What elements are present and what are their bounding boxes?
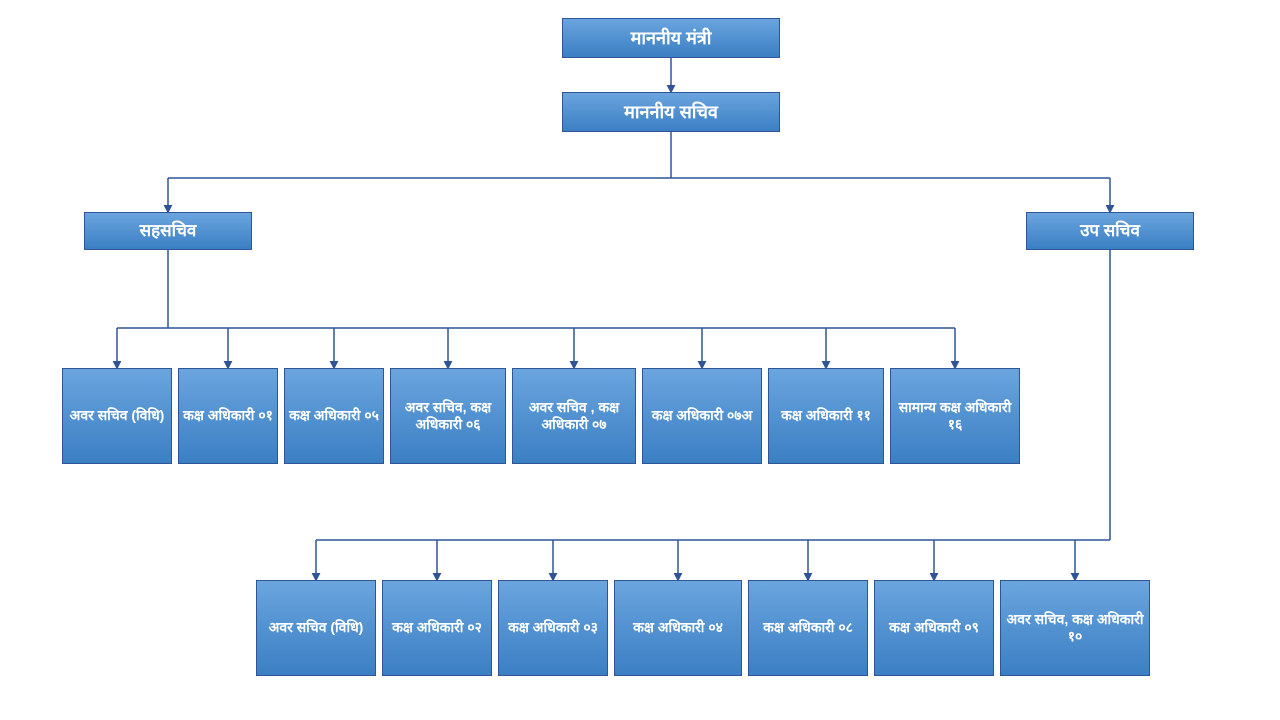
org-node-label: माननीय मंत्री: [631, 27, 712, 50]
org-node-c2: कक्ष अधिकारी ०१: [178, 368, 278, 464]
org-node-label: सहसचिव: [140, 220, 197, 241]
org-node-label: माननीय सचिव: [624, 101, 718, 124]
org-node-n2: माननीय सचिव: [562, 92, 780, 132]
org-node-d2: कक्ष अधिकारी ०२: [382, 580, 492, 676]
org-node-d4: कक्ष अधिकारी ०४: [614, 580, 742, 676]
org-node-n3: सहसचिव: [84, 212, 252, 250]
org-node-c4: अवर सचिव, कक्ष अधिकारी ०६: [390, 368, 506, 464]
org-node-label: अवर सचिव, कक्ष अधिकारी १०: [1005, 611, 1145, 646]
org-node-c7: कक्ष अधिकारी ११: [768, 368, 884, 464]
org-node-label: कक्ष अधिकारी ०९: [889, 619, 979, 637]
org-node-c1: अवर सचिव (विधि): [62, 368, 172, 464]
org-node-label: कक्ष अधिकारी ०७अ: [652, 407, 753, 425]
org-node-label: सामान्य कक्ष अधिकारी १६: [895, 399, 1015, 434]
org-node-label: कक्ष अधिकारी ०५: [289, 407, 379, 425]
org-node-label: अवर सचिव, कक्ष अधिकारी ०६: [395, 399, 501, 434]
org-node-label: अवर सचिव , कक्ष अधिकारी ०७: [517, 399, 631, 434]
org-node-label: कक्ष अधिकारी ०१: [183, 407, 273, 425]
org-node-label: कक्ष अधिकारी ०३: [508, 619, 598, 637]
org-node-label: अवर सचिव (विधि): [70, 407, 165, 425]
org-node-label: कक्ष अधिकारी ११: [781, 407, 871, 425]
org-node-d3: कक्ष अधिकारी ०३: [498, 580, 608, 676]
org-node-c6: कक्ष अधिकारी ०७अ: [642, 368, 762, 464]
org-node-d5: कक्ष अधिकारी ०८: [748, 580, 868, 676]
org-node-d7: अवर सचिव, कक्ष अधिकारी १०: [1000, 580, 1150, 676]
org-node-label: कक्ष अधिकारी ०८: [763, 619, 853, 637]
org-node-label: उप सचिव: [1080, 220, 1140, 241]
org-node-c5: अवर सचिव , कक्ष अधिकारी ०७: [512, 368, 636, 464]
org-node-label: कक्ष अधिकारी ०२: [392, 619, 482, 637]
org-node-d6: कक्ष अधिकारी ०९: [874, 580, 994, 676]
org-node-label: कक्ष अधिकारी ०४: [633, 619, 723, 637]
org-node-n1: माननीय मंत्री: [562, 18, 780, 58]
org-node-c3: कक्ष अधिकारी ०५: [284, 368, 384, 464]
org-node-d1: अवर सचिव (विधि): [256, 580, 376, 676]
org-node-label: अवर सचिव (विधि): [269, 619, 364, 637]
org-node-n4: उप सचिव: [1026, 212, 1194, 250]
org-node-c8: सामान्य कक्ष अधिकारी १६: [890, 368, 1020, 464]
